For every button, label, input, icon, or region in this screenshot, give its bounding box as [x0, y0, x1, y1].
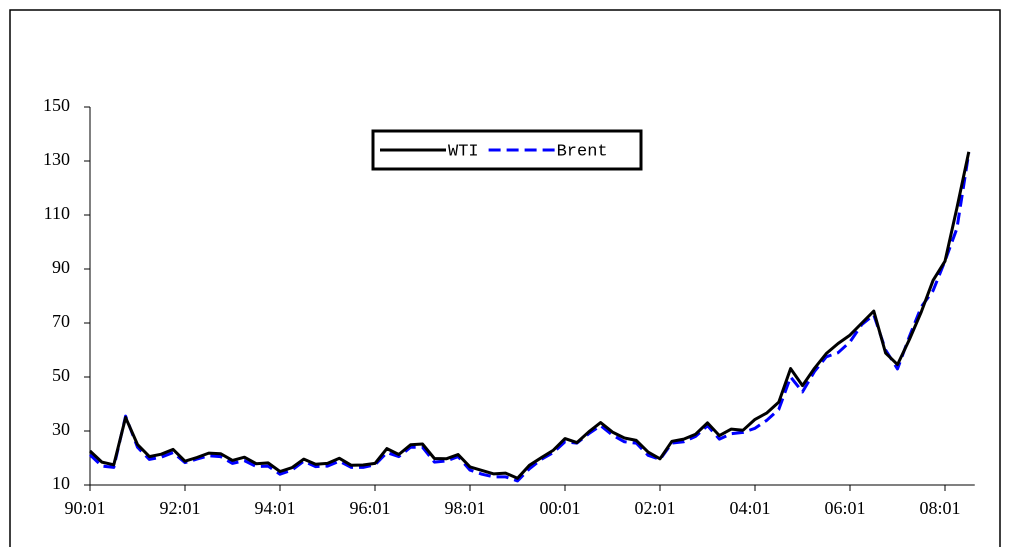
x-tick-label: 06:01 — [824, 498, 865, 518]
x-tick-label: 08:01 — [919, 498, 960, 518]
line-1 — [88, 152, 971, 483]
x-tick-label: 90:01 — [64, 498, 105, 518]
x-tick-label: 00:01 — [539, 498, 580, 518]
y-tick-label: 50 — [52, 365, 70, 385]
line-0 — [88, 151, 971, 480]
legend-label: Brent — [557, 142, 608, 161]
y-tick-label: 150 — [43, 95, 70, 115]
y-tick-label: 30 — [52, 419, 70, 439]
legend-label: WTI — [448, 142, 479, 161]
legend: WTI Brent — [371, 129, 643, 171]
y-tick-label: 10 — [52, 473, 70, 493]
x-tick-label: 92:01 — [159, 498, 200, 518]
x-tick-label: 02:01 — [634, 498, 675, 518]
y-tick-label: 70 — [52, 311, 70, 331]
x-tick-label: 94:01 — [254, 498, 295, 518]
y-tick-label: 90 — [52, 257, 70, 277]
x-tick-label: 96:01 — [349, 498, 390, 518]
y-tick-label: 130 — [43, 149, 70, 169]
x-tick-label: 98:01 — [444, 498, 485, 518]
chart-frame — [9, 9, 1001, 547]
x-tick-label: 04:01 — [729, 498, 770, 518]
y-tick-label: 110 — [44, 203, 70, 223]
